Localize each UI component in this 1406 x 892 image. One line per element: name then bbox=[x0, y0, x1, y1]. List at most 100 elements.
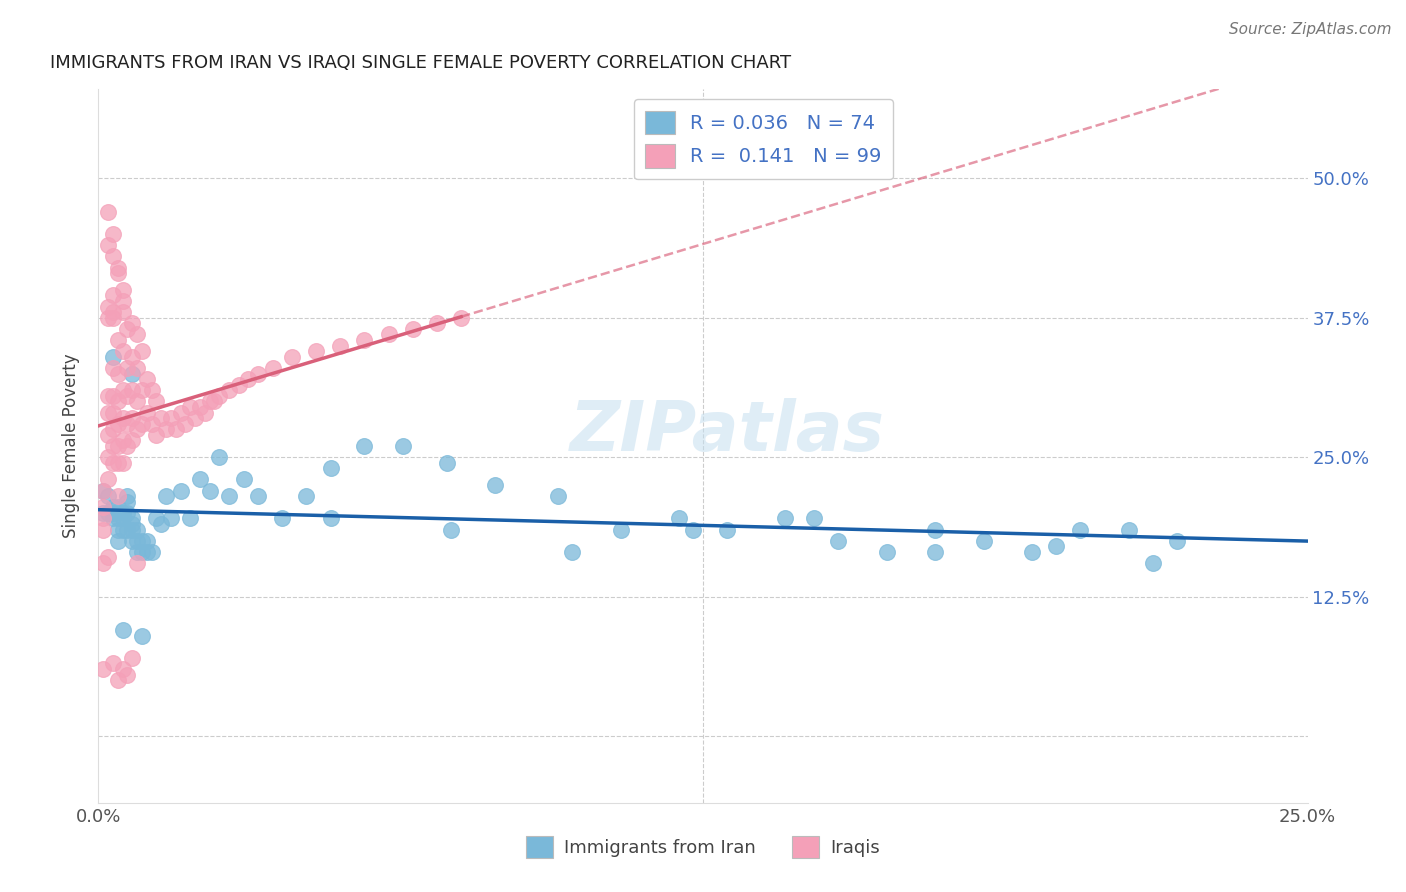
Point bbox=[208, 389, 231, 403]
Point bbox=[127, 422, 149, 436]
Point bbox=[440, 523, 463, 537]
Point bbox=[1021, 545, 1043, 559]
Point bbox=[117, 417, 139, 431]
Point bbox=[117, 494, 139, 508]
Point bbox=[91, 662, 114, 676]
Point bbox=[97, 204, 120, 219]
Point bbox=[111, 623, 134, 637]
Point bbox=[117, 389, 139, 403]
Point bbox=[121, 523, 143, 537]
Point bbox=[184, 411, 207, 425]
Point bbox=[238, 372, 260, 386]
Point bbox=[194, 405, 217, 419]
Point bbox=[117, 360, 139, 375]
Point bbox=[179, 400, 201, 414]
Point bbox=[97, 389, 120, 403]
Point bbox=[131, 628, 153, 642]
Point bbox=[91, 483, 114, 498]
Point bbox=[135, 372, 157, 386]
Point bbox=[668, 511, 690, 525]
Point bbox=[121, 316, 143, 330]
Point bbox=[121, 533, 143, 548]
Point bbox=[101, 389, 124, 403]
Point bbox=[127, 360, 149, 375]
Point bbox=[426, 316, 449, 330]
Point bbox=[121, 651, 143, 665]
Point bbox=[204, 394, 226, 409]
Point bbox=[208, 450, 231, 464]
Point bbox=[131, 383, 153, 397]
Point bbox=[305, 344, 328, 359]
Point bbox=[111, 283, 134, 297]
Point bbox=[924, 545, 946, 559]
Point bbox=[111, 411, 134, 425]
Point bbox=[107, 439, 129, 453]
Point bbox=[117, 322, 139, 336]
Text: IMMIGRANTS FROM IRAN VS IRAQI SINGLE FEMALE POVERTY CORRELATION CHART: IMMIGRANTS FROM IRAN VS IRAQI SINGLE FEM… bbox=[51, 54, 792, 72]
Point bbox=[155, 489, 177, 503]
Point bbox=[97, 238, 120, 252]
Point bbox=[107, 511, 129, 525]
Point bbox=[117, 439, 139, 453]
Point bbox=[101, 305, 124, 319]
Point bbox=[141, 417, 163, 431]
Point bbox=[160, 511, 183, 525]
Point bbox=[547, 489, 569, 503]
Point bbox=[111, 305, 134, 319]
Point bbox=[773, 511, 796, 525]
Point bbox=[97, 450, 120, 464]
Point bbox=[610, 523, 633, 537]
Point bbox=[145, 511, 167, 525]
Point bbox=[97, 506, 120, 520]
Point bbox=[1069, 523, 1091, 537]
Point bbox=[107, 367, 129, 381]
Point bbox=[135, 545, 157, 559]
Point bbox=[484, 478, 506, 492]
Point bbox=[392, 439, 415, 453]
Point bbox=[111, 662, 134, 676]
Point bbox=[169, 483, 191, 498]
Point bbox=[107, 333, 129, 347]
Point bbox=[827, 533, 849, 548]
Point bbox=[107, 523, 129, 537]
Point bbox=[101, 360, 124, 375]
Point bbox=[107, 417, 129, 431]
Point bbox=[716, 523, 738, 537]
Point bbox=[198, 483, 221, 498]
Legend: Immigrants from Iran, Iraqis: Immigrants from Iran, Iraqis bbox=[519, 829, 887, 865]
Point bbox=[111, 344, 134, 359]
Point bbox=[247, 489, 270, 503]
Point bbox=[131, 417, 153, 431]
Point bbox=[107, 394, 129, 409]
Point bbox=[1142, 556, 1164, 570]
Point bbox=[121, 411, 143, 425]
Point bbox=[111, 523, 134, 537]
Point bbox=[91, 500, 114, 515]
Point bbox=[1166, 533, 1188, 548]
Point bbox=[188, 472, 211, 486]
Point bbox=[101, 511, 124, 525]
Point bbox=[97, 427, 120, 442]
Point bbox=[107, 500, 129, 515]
Point bbox=[97, 300, 120, 314]
Point bbox=[111, 511, 134, 525]
Point bbox=[101, 439, 124, 453]
Point bbox=[135, 533, 157, 548]
Point bbox=[121, 434, 143, 448]
Text: Source: ZipAtlas.com: Source: ZipAtlas.com bbox=[1229, 22, 1392, 37]
Point bbox=[295, 489, 318, 503]
Point bbox=[145, 427, 167, 442]
Point bbox=[377, 327, 399, 342]
Point bbox=[111, 383, 134, 397]
Point bbox=[682, 523, 704, 537]
Point bbox=[135, 405, 157, 419]
Y-axis label: Single Female Poverty: Single Female Poverty bbox=[62, 354, 80, 538]
Point bbox=[436, 456, 458, 470]
Point bbox=[101, 500, 124, 515]
Point bbox=[117, 489, 139, 503]
Point bbox=[101, 350, 124, 364]
Point bbox=[131, 545, 153, 559]
Point bbox=[329, 338, 352, 352]
Point bbox=[262, 360, 284, 375]
Point bbox=[107, 673, 129, 687]
